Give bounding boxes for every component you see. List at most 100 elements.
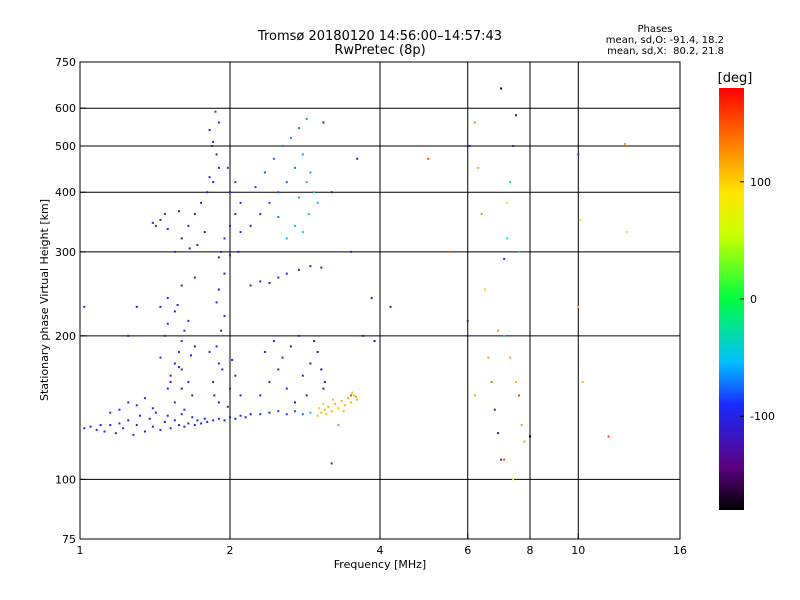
data-point (166, 322, 169, 325)
data-point (529, 435, 531, 438)
data-point (322, 121, 325, 124)
data-point (173, 250, 176, 253)
data-point (473, 394, 476, 397)
data-point (234, 213, 237, 216)
data-point (354, 395, 357, 398)
data-point (447, 250, 450, 253)
data-point (177, 424, 180, 427)
data-point (373, 340, 376, 343)
data-point (323, 408, 326, 411)
x-tick-label: 2 (227, 544, 234, 557)
data-point (350, 401, 353, 404)
data-point (188, 247, 191, 250)
data-point (477, 166, 480, 169)
data-point (239, 394, 242, 397)
data-point (285, 272, 288, 275)
data-point (343, 404, 346, 407)
data-point (350, 394, 353, 397)
data-point (244, 416, 247, 419)
data-point (215, 153, 218, 156)
data-point (215, 301, 218, 304)
data-point (340, 400, 343, 403)
data-point (509, 356, 512, 359)
data-point (135, 305, 138, 308)
data-point (234, 181, 237, 184)
data-point (212, 140, 215, 143)
data-point (473, 121, 476, 124)
data-point (285, 237, 288, 240)
data-point (83, 427, 86, 430)
data-point (189, 354, 192, 357)
data-point (206, 420, 209, 423)
data-point (309, 171, 312, 174)
data-point (217, 288, 220, 291)
data-point (577, 153, 580, 156)
data-point (281, 356, 284, 359)
data-point (217, 121, 220, 124)
data-point (293, 410, 296, 413)
data-point (316, 414, 319, 417)
data-point (362, 334, 365, 337)
data-point (229, 254, 231, 257)
data-point (293, 166, 296, 169)
data-point (193, 345, 196, 348)
data-point (226, 166, 229, 169)
data-point (173, 401, 176, 404)
data-point (191, 394, 194, 397)
x-tick-label: 10 (571, 544, 585, 557)
data-point (259, 413, 262, 416)
data-point (223, 315, 226, 318)
data-point (212, 181, 215, 184)
data-point (277, 368, 280, 371)
data-point (249, 284, 252, 287)
x-tick-label: 6 (464, 544, 471, 557)
data-point (210, 144, 213, 147)
data-point (208, 129, 211, 132)
data-point (289, 136, 292, 139)
y-axis-ticks: 75 100 200 300 400 500 600 750 (55, 56, 86, 546)
data-point (301, 153, 304, 156)
data-point (118, 408, 121, 411)
data-point (159, 428, 162, 431)
data-point (217, 417, 220, 420)
data-point (623, 142, 626, 145)
data-points (83, 87, 628, 481)
x-tick-label: 4 (377, 544, 384, 557)
data-point (503, 334, 506, 337)
data-point (496, 432, 499, 435)
data-point (468, 144, 471, 147)
data-point (109, 424, 112, 427)
data-point (346, 397, 349, 400)
data-point (337, 424, 340, 427)
data-point (196, 244, 199, 247)
data-point (337, 407, 340, 410)
y-tick-label: 300 (55, 246, 76, 259)
data-point (169, 374, 172, 377)
data-point (229, 224, 231, 227)
data-point (305, 117, 308, 120)
x-axis-label: Frequency [MHz] (334, 558, 426, 571)
colorbar-tick-label: 0 (750, 293, 757, 306)
data-point (187, 381, 190, 384)
data-point (193, 213, 196, 216)
data-point (249, 224, 252, 227)
data-point (512, 478, 515, 481)
data-point (166, 297, 169, 300)
data-point (180, 368, 183, 371)
legend-line-o: mean, sd,O: -91.4, 18.2 (606, 35, 724, 46)
y-tick-label: 500 (55, 140, 76, 153)
data-point (203, 417, 206, 420)
data-point (249, 413, 252, 416)
data-point (234, 417, 237, 420)
data-point (487, 356, 490, 359)
data-point (305, 181, 308, 184)
data-point (159, 305, 162, 308)
data-point (183, 425, 186, 428)
data-point (301, 231, 304, 234)
data-point (330, 462, 333, 465)
data-point (103, 430, 106, 433)
data-point (163, 334, 166, 337)
data-point (151, 407, 154, 410)
data-point (289, 345, 292, 348)
